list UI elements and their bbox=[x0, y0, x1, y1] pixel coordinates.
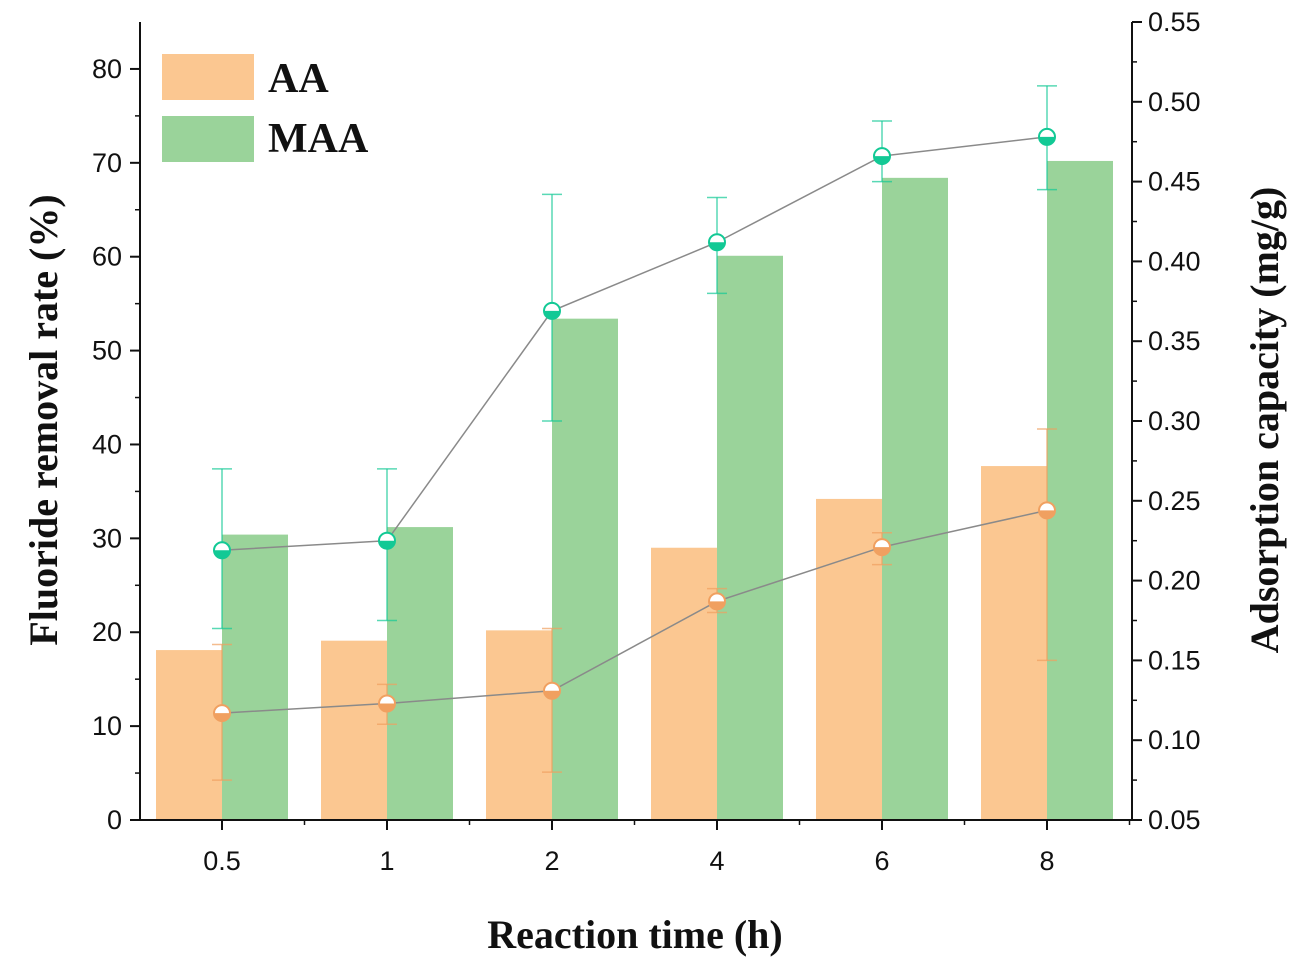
y-tick-label-left-0: 0 bbox=[107, 805, 122, 835]
y-tick-label-left-70: 70 bbox=[92, 148, 122, 178]
bar-aa-1 bbox=[321, 640, 387, 820]
y-axis-title-left: Fluoride removal rate (%) bbox=[21, 194, 66, 645]
y-tick-label-right-0.50: 0.50 bbox=[1148, 87, 1201, 117]
marker-fill-maa-2 bbox=[544, 310, 560, 319]
y-tick-label-left-20: 20 bbox=[92, 617, 122, 647]
bar-maa-2 bbox=[552, 318, 618, 820]
y-tick-label-right-0.35: 0.35 bbox=[1148, 326, 1201, 356]
bar-aa-4 bbox=[651, 547, 717, 820]
marker-fill-maa-1 bbox=[379, 540, 395, 549]
legend-swatch-maa bbox=[162, 116, 254, 162]
line-aa-capacity bbox=[221, 509, 1048, 714]
y-tick-label-left-80: 80 bbox=[92, 54, 122, 84]
y-tick-label-right-0.55: 0.55 bbox=[1148, 7, 1201, 37]
y-tick-label-right-0.25: 0.25 bbox=[1148, 486, 1201, 516]
legend-swatch-aa bbox=[162, 54, 254, 100]
bar-maa-8 bbox=[1047, 160, 1113, 821]
y-tick-label-left-60: 60 bbox=[92, 242, 122, 272]
capacity-lines bbox=[212, 85, 1057, 781]
aa-bars bbox=[156, 466, 1047, 820]
marker-fill-aa-0.5 bbox=[214, 713, 230, 722]
y-axis-title-right: Adsorption capacity (mg/g) bbox=[1242, 187, 1287, 654]
line-maa-capacity bbox=[221, 136, 1048, 552]
x-tick-label-6: 6 bbox=[874, 846, 889, 876]
bar-aa-2 bbox=[486, 630, 552, 820]
y-tick-label-right-0.15: 0.15 bbox=[1148, 645, 1201, 675]
y-tick-label-right-0.10: 0.10 bbox=[1148, 725, 1201, 755]
legend-label-maa: MAA bbox=[268, 116, 369, 162]
x-tick-label-8: 8 bbox=[1039, 846, 1054, 876]
legend-label-aa: AA bbox=[268, 56, 329, 102]
bar-aa-6 bbox=[816, 498, 882, 820]
y-tick-label-right-0.20: 0.20 bbox=[1148, 566, 1201, 596]
marker-fill-maa-8 bbox=[1039, 136, 1055, 145]
bar-aa-0.5 bbox=[156, 650, 222, 820]
marker-fill-maa-4 bbox=[709, 242, 725, 251]
y-tick-label-right-0.45: 0.45 bbox=[1148, 167, 1201, 197]
x-axis-title: Reaction time (h) bbox=[487, 912, 782, 957]
legend: AA MAA bbox=[162, 54, 369, 162]
marker-fill-aa-6 bbox=[874, 547, 890, 556]
marker-fill-maa-6 bbox=[874, 156, 890, 165]
x-tick-label-2: 2 bbox=[544, 846, 559, 876]
y-tick-label-right-0.40: 0.40 bbox=[1148, 246, 1201, 276]
bar-maa-4 bbox=[717, 255, 783, 820]
y-tick-label-left-30: 30 bbox=[92, 523, 122, 553]
x-tick-label-0.5: 0.5 bbox=[203, 846, 241, 876]
bar-maa-0.5 bbox=[222, 534, 288, 820]
bar-aa-8 bbox=[981, 466, 1047, 820]
x-tick-label-1: 1 bbox=[379, 846, 394, 876]
ticks: 0 10 20 30 40 50 60 70 80 0.05 0.10 0.15 0.20 0.25 0.3… bbox=[92, 7, 1201, 876]
bar-maa-1 bbox=[387, 527, 453, 820]
y-tick-label-left-40: 40 bbox=[92, 429, 122, 459]
marker-fill-aa-8 bbox=[1039, 510, 1055, 519]
y-tick-label-left-10: 10 bbox=[92, 711, 122, 741]
marker-fill-aa-2 bbox=[544, 690, 560, 699]
y-tick-label-right-0.05: 0.05 bbox=[1148, 805, 1201, 835]
marker-fill-aa-4 bbox=[709, 601, 725, 610]
marker-fill-aa-1 bbox=[379, 703, 395, 712]
x-tick-label-4: 4 bbox=[709, 846, 724, 876]
bar-maa-6 bbox=[882, 177, 948, 820]
maa-bars bbox=[222, 160, 1113, 821]
y-tick-label-left-50: 50 bbox=[92, 336, 122, 366]
marker-fill-maa-0.5 bbox=[214, 550, 230, 559]
y-tick-label-right-0.30: 0.30 bbox=[1148, 406, 1201, 436]
